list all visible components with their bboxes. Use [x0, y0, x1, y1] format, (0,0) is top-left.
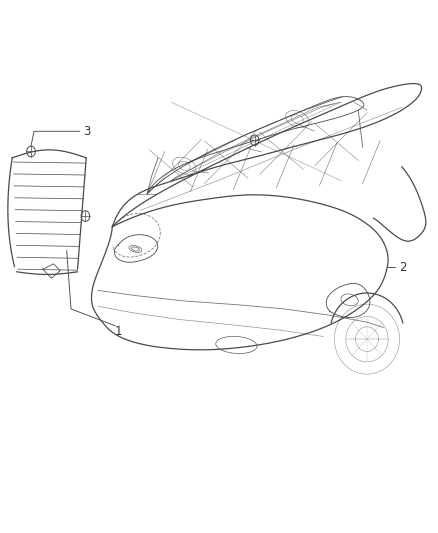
Text: 2: 2 — [399, 261, 406, 274]
Text: 1: 1 — [115, 325, 123, 338]
Text: 3: 3 — [83, 125, 91, 139]
